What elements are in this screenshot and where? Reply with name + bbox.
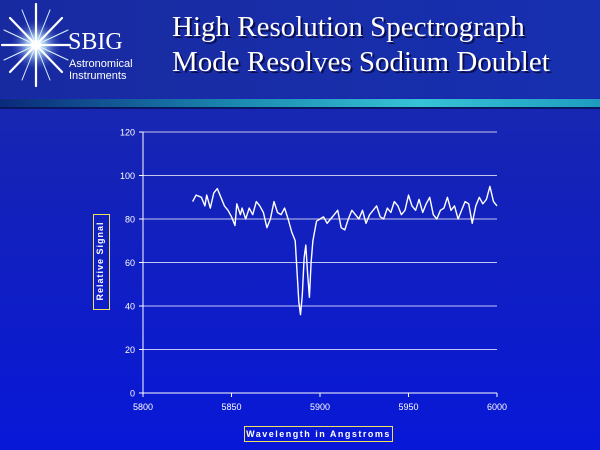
star-logo-icon <box>0 2 72 88</box>
header-band: SBIG Astronomical Instruments High Resol… <box>0 0 600 98</box>
x-tick-label: 5950 <box>398 402 418 412</box>
y-tick-label: 0 <box>130 389 135 399</box>
x-tick-label: 5800 <box>133 402 153 412</box>
series-group <box>191 185 498 316</box>
y-tick-label: 80 <box>125 215 135 225</box>
header-divider <box>0 99 600 107</box>
x-tick-label: 6000 <box>487 402 507 412</box>
x-tick-label: 5850 <box>221 402 241 412</box>
slide-title-line-1: High Resolution Spectrograph <box>172 11 525 43</box>
y-axis-label: Relative Signal <box>95 221 105 301</box>
y-tick-label: 120 <box>120 128 135 138</box>
x-axis-label: Wavelength in Angstroms <box>244 426 393 442</box>
brand-sub-line-2: Instruments <box>69 70 127 82</box>
y-tick-label: 20 <box>125 345 135 355</box>
x-tick-labels: 5800 5850 5900 5950 6000 <box>133 402 507 412</box>
slide-title-line-2: Mode Resolves Sodium Doublet <box>172 46 550 78</box>
x-tick-label: 5900 <box>310 402 330 412</box>
spectrum-series-line <box>191 185 498 316</box>
brand-sub-line-1: Astronomical <box>69 58 133 70</box>
brand-name: SBIG <box>68 29 123 55</box>
y-tick-label: 60 <box>125 258 135 268</box>
header-divider-shadow <box>0 107 600 109</box>
slide-title: High Resolution Spectrograph Mode Resolv… <box>172 10 550 80</box>
chart-axes <box>139 131 498 397</box>
y-tick-label: 40 <box>125 302 135 312</box>
grid-lines <box>143 131 497 350</box>
y-axis-label-box <box>93 214 110 310</box>
y-tick-label: 100 <box>120 171 135 181</box>
brand-subtitle: Astronomical Instruments <box>69 58 133 82</box>
y-tick-labels: 0 20 40 60 80 100 120 <box>120 128 135 399</box>
